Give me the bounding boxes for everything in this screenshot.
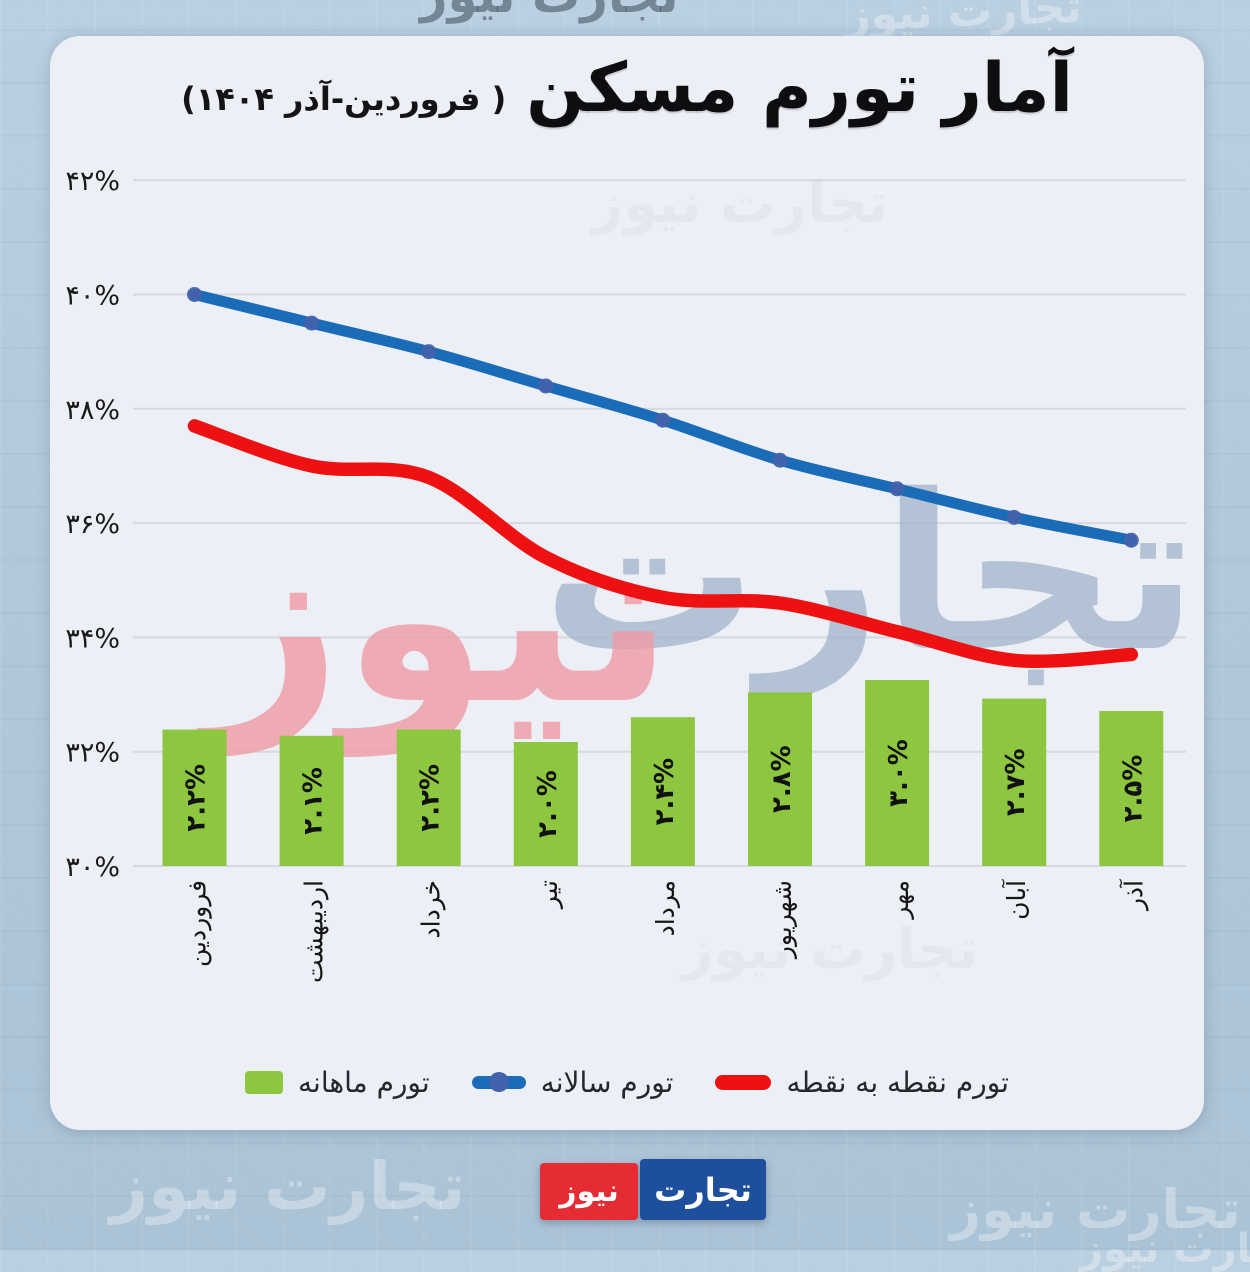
bar-value-label: ۲.۸% bbox=[767, 745, 797, 813]
monthly-bar-swatch-icon bbox=[245, 1070, 284, 1094]
x-axis-label: تیر bbox=[534, 880, 563, 910]
monthly-bar bbox=[630, 717, 695, 866]
tejarat-news-logo: نیوز تجارت bbox=[540, 1159, 766, 1220]
legend-label-monthly: تورم ماهانه bbox=[298, 1065, 430, 1099]
point-to-point-line bbox=[187, 419, 1139, 669]
annual-line-marker bbox=[889, 481, 905, 497]
bar-value-label: ۲.۷% bbox=[1001, 748, 1031, 816]
bar-value-label: ۲.۱% bbox=[299, 767, 329, 835]
bar-value-label: ۲.۲% bbox=[416, 764, 446, 832]
logo-blue-box: تجارت bbox=[640, 1159, 766, 1220]
bar-value-label: ۲.۲% bbox=[182, 764, 212, 832]
page-title: آمار تورم مسکن bbox=[526, 49, 1073, 128]
x-axis-label: آذر bbox=[1118, 879, 1148, 912]
annual-line-marker bbox=[772, 452, 788, 468]
bar-value-label: ۲.۰% bbox=[533, 770, 563, 838]
annual-line-marker bbox=[655, 412, 671, 428]
x-axis-label: فروردین bbox=[183, 880, 213, 967]
watermark-news: نیوز bbox=[197, 483, 674, 757]
logo-red-text: نیوز bbox=[559, 1174, 619, 1209]
monthly-bar bbox=[513, 742, 578, 866]
chart-legend: تورم ماهانه تورم سالانه تورم نقطه به نقط… bbox=[50, 1056, 1204, 1108]
monthly-bar bbox=[865, 680, 930, 866]
logo-blue-text: تجارت bbox=[654, 1170, 752, 1209]
annual-line-marker bbox=[538, 378, 554, 394]
bar-value-label: ۲.۴% bbox=[650, 758, 680, 826]
y-axis-tick-label: ۳۲% bbox=[65, 738, 120, 769]
x-axis-label: آبان bbox=[1001, 879, 1031, 920]
legend-item-point-to-point: تورم نقطه به نقطه bbox=[715, 1066, 1009, 1099]
y-axis-tick-label: ۳۸% bbox=[65, 395, 120, 426]
y-axis-tick-label: ۴۲% bbox=[65, 166, 120, 197]
bar-value-label: ۳.۰% bbox=[884, 739, 914, 807]
annual-line-swatch-icon bbox=[471, 1072, 526, 1092]
monthly-bar bbox=[982, 698, 1047, 866]
annual-marker-icon bbox=[488, 1072, 509, 1092]
monthly-bar bbox=[1099, 711, 1164, 866]
x-axis-label: مرداد bbox=[651, 880, 680, 936]
annual-line-marker bbox=[1123, 532, 1139, 548]
point-to-point-line-swatch-icon bbox=[715, 1074, 772, 1090]
x-axis-label: خرداد bbox=[417, 880, 446, 938]
legend-label-annual: تورم سالانه bbox=[540, 1065, 674, 1099]
y-axis-tick-label: ۴۰% bbox=[65, 281, 120, 312]
annual-line-marker bbox=[304, 315, 320, 331]
monthly-bar bbox=[279, 735, 344, 866]
panel-watermark: تجارت نیوز bbox=[679, 917, 978, 982]
y-axis-tick-label: ۳۰% bbox=[65, 852, 120, 883]
x-axis-label: اردیبهشت bbox=[300, 880, 330, 983]
legend-label-point-to-point: تورم نقطه به نقطه bbox=[786, 1065, 1009, 1099]
y-axis-tick-label: ۳۴% bbox=[65, 623, 120, 654]
x-axis-label: شهریور bbox=[768, 880, 798, 960]
legend-item-annual: تورم سالانه bbox=[471, 1065, 674, 1099]
legend-item-monthly: تورم ماهانه bbox=[245, 1066, 430, 1099]
annual-line-marker bbox=[1006, 509, 1022, 525]
panel-watermark: تجارت نیوز bbox=[589, 171, 888, 236]
x-axis-label: مهر bbox=[885, 880, 915, 921]
monthly-bar bbox=[162, 729, 227, 866]
page-subtitle: ( فروردین-آذر ۱۴۰۴) bbox=[181, 80, 507, 119]
y-axis-tick-label: ۳۶% bbox=[65, 509, 120, 540]
logo-red-box: نیوز bbox=[540, 1163, 638, 1220]
monthly-bar bbox=[748, 692, 812, 866]
annual-line-marker bbox=[187, 287, 202, 302]
header: آمار تورم مسکن ( فروردین-آذر ۱۴۰۴) bbox=[50, 49, 1204, 128]
annual-line-marker bbox=[421, 344, 437, 360]
monthly-bar bbox=[396, 729, 461, 866]
bar-value-label: ۲.۵% bbox=[1118, 755, 1148, 823]
